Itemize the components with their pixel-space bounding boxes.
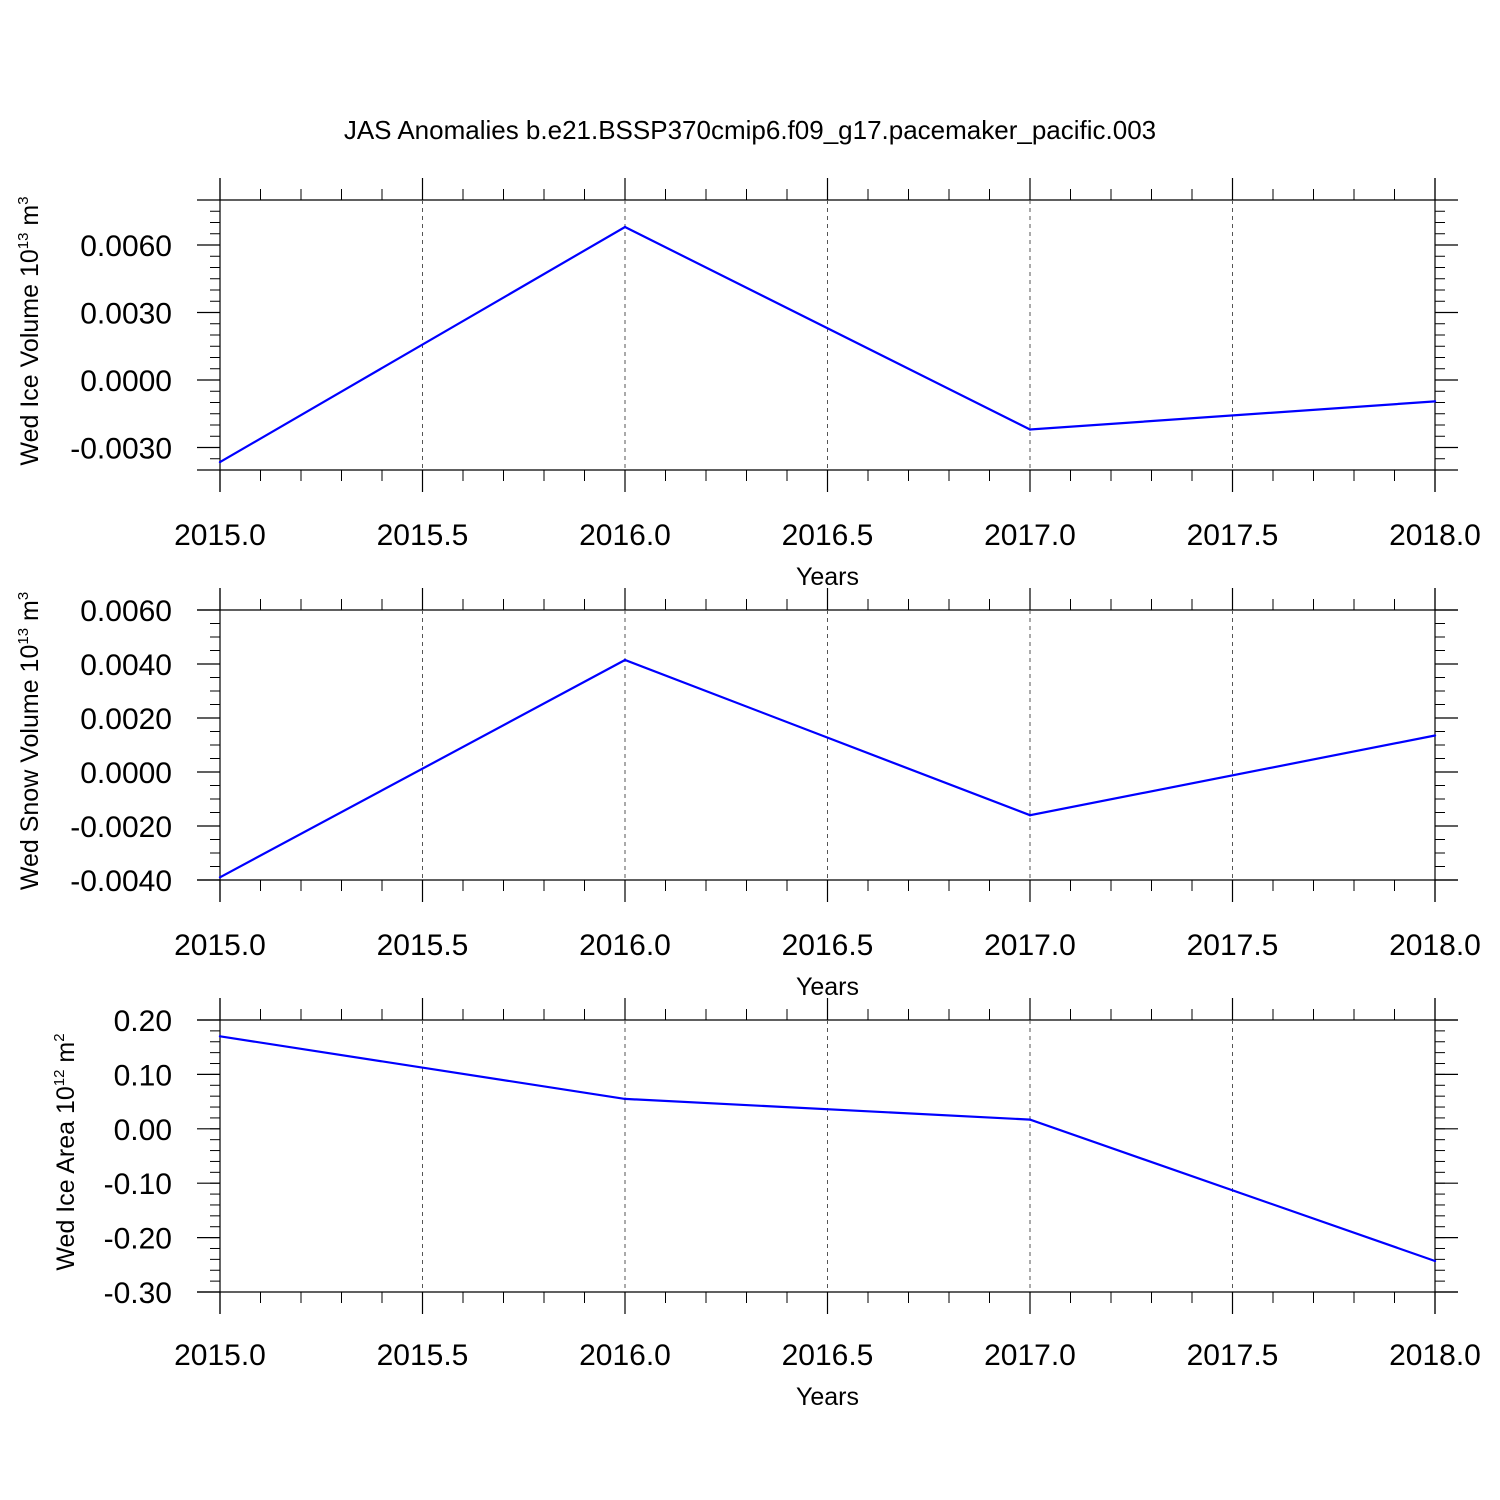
x-tick-label: 2018.0 [1389, 929, 1481, 962]
panel-3: 2015.0 2015.5 2016.0 2016.5 2017.0 2017.5 2018… [51, 998, 1481, 1411]
data-point [218, 876, 222, 879]
x-tick-label: 2016.0 [579, 929, 671, 962]
x-tick-label: 2015.0 [174, 929, 266, 962]
y-axis-label: Wed Snow Volume 1013 m3 [15, 592, 44, 890]
x-tick-label: 2017.0 [984, 929, 1076, 962]
series-line [219, 225, 1436, 464]
y-axis-label-text: m [16, 600, 44, 628]
y-axis-label-superscript: 2 [51, 1033, 68, 1041]
y-tick-label: -0.30 [104, 1277, 172, 1310]
y-tick-label: -0.0020 [70, 811, 172, 844]
y-axis-label-superscript: 13 [15, 233, 32, 250]
x-axis-label: Years [796, 973, 859, 1001]
x-tick-label: 2015.0 [174, 1339, 266, 1372]
x-tick-label: 2017.0 [984, 519, 1076, 552]
x-tick-label: 2017.5 [1187, 519, 1279, 552]
y-tick-label: 0.0040 [80, 649, 172, 682]
y-tick-label: 0.0060 [80, 595, 172, 628]
x-tick-label: 2016.5 [782, 1339, 874, 1372]
data-point [1433, 734, 1437, 737]
x-tick-label: 2017.5 [1187, 1339, 1279, 1372]
x-tick-label: 2015.5 [377, 1339, 469, 1372]
y-tick-label: -0.0030 [70, 433, 172, 466]
data-point [1028, 1118, 1032, 1121]
y-tick-label: 0.0020 [80, 703, 172, 736]
x-tick-label: 2016.0 [579, 519, 671, 552]
data-point [1028, 814, 1032, 817]
data-point [623, 225, 627, 229]
y-tick-label: -0.0040 [70, 865, 172, 898]
panel-2: 2015.0 2015.5 2016.0 2016.5 2017.0 2017.5 2018… [15, 588, 1481, 1001]
y-tick-label: 0.20 [114, 1005, 172, 1038]
y-axis-label-superscript: 12 [51, 1070, 68, 1087]
data-point [623, 658, 627, 662]
panels: 2015.0 2015.5 2016.0 2016.5 2017.0 2017.5 2018… [15, 178, 1481, 1411]
y-axis-label-text: Wed Ice Area 10 [52, 1086, 80, 1270]
data-point [1433, 1259, 1437, 1263]
data-point [218, 460, 222, 464]
y-tick-label: 0.10 [114, 1059, 172, 1092]
data-point [623, 1097, 627, 1101]
series-line [219, 1035, 1436, 1263]
y-tick-label: -0.10 [104, 1168, 172, 1201]
y-tick-label: -0.20 [104, 1223, 172, 1256]
x-tick-label: 2015.5 [377, 519, 469, 552]
x-tick-label: 2016.0 [579, 1339, 671, 1372]
x-tick-label: 2016.5 [782, 519, 874, 552]
y-axis-label-superscript: 3 [15, 592, 32, 600]
x-tick-label: 2016.5 [782, 929, 874, 962]
y-axis-label-text: Wed Snow Volume 10 [16, 645, 44, 891]
y-tick-label: 0.0000 [80, 365, 172, 398]
y-axis-label: Wed Ice Area 1012 m2 [51, 1033, 80, 1270]
y-tick-label: 0.00 [114, 1114, 172, 1147]
y-axis-label-superscript: 3 [15, 196, 32, 204]
figure-title: JAS Anomalies b.e21.BSSP370cmip6.f09_g17… [344, 115, 1156, 145]
y-axis-label: Wed Ice Volume 1013 m3 [15, 196, 44, 465]
x-tick-label: 2015.5 [377, 929, 469, 962]
x-tick-label: 2018.0 [1389, 1339, 1481, 1372]
series-line [219, 658, 1436, 879]
y-tick-label: 0.0030 [80, 298, 172, 331]
x-tick-label: 2017.5 [1187, 929, 1279, 962]
y-axis-label-superscript: 13 [15, 628, 32, 645]
data-point [1028, 428, 1032, 431]
x-axis-label: Years [796, 1383, 859, 1411]
y-tick-label: 0.0000 [80, 757, 172, 790]
x-tick-label: 2018.0 [1389, 519, 1481, 552]
y-axis-label-text: m [16, 205, 44, 233]
data-point [218, 1035, 222, 1038]
data-point [1433, 400, 1437, 403]
y-axis-label-text: Wed Ice Volume 10 [16, 249, 44, 465]
y-tick-label: 0.0060 [80, 230, 172, 263]
panel-1: 2015.0 2015.5 2016.0 2016.5 2017.0 2017.5 2018… [15, 178, 1481, 591]
x-tick-label: 2015.0 [174, 519, 266, 552]
x-axis-label: Years [796, 563, 859, 591]
x-tick-label: 2017.0 [984, 1339, 1076, 1372]
y-axis-label-text: m [52, 1042, 80, 1070]
